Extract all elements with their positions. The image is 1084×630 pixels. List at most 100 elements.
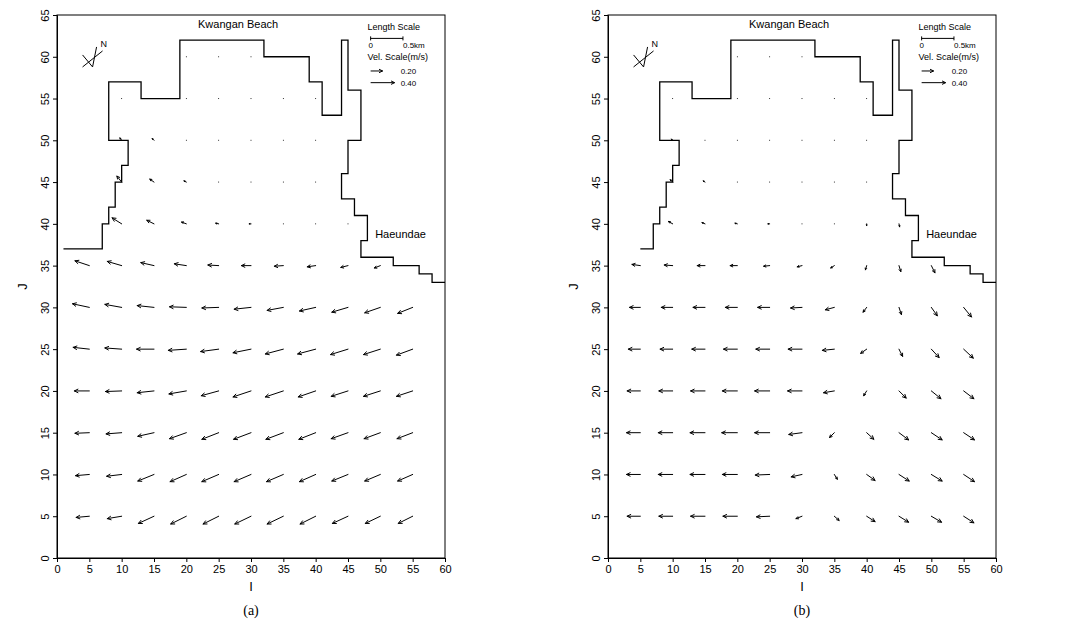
x-axis: 051015202530354045505560 [54, 558, 451, 575]
y-tick-mark [53, 516, 57, 517]
velocity-vector [630, 306, 641, 309]
x-tick: 5 [87, 558, 93, 575]
velocity-vector [659, 514, 673, 517]
y-tick-mark [604, 99, 608, 100]
velocity-vector [722, 431, 738, 434]
x-tick-label: 45 [342, 563, 354, 575]
x-tick-label: 55 [407, 563, 419, 575]
velocity-vector [834, 516, 839, 520]
velocity-vector [396, 349, 412, 355]
velocity-vector [201, 391, 218, 397]
y-tick-mark [53, 474, 57, 475]
length-scale-title: Length Scale [918, 22, 971, 32]
x-tick-label: 40 [861, 563, 873, 575]
velocity-vector [186, 98, 187, 99]
velocity-vector [899, 266, 901, 272]
x-tick: 25 [213, 558, 225, 575]
velocity-vector [251, 98, 252, 99]
x-tick-label: 55 [958, 563, 970, 575]
y-tick-label: 25 [590, 344, 602, 356]
velocity-vector [691, 514, 705, 517]
velocity-vector [331, 433, 348, 439]
y-tick-label: 40 [39, 218, 51, 230]
velocity-vector [234, 433, 251, 440]
x-tick-mark [122, 558, 123, 562]
velocity-vector [791, 306, 802, 309]
y-tick-label: 55 [39, 93, 51, 105]
y-tick-mark [53, 57, 57, 58]
y-tick-mark [53, 99, 57, 100]
velocity-vector [658, 473, 672, 476]
y-tick-label: 60 [39, 51, 51, 63]
velocity-scale-arrow [922, 81, 946, 84]
velocity-vector [274, 264, 283, 267]
velocity-vector [233, 349, 251, 354]
x-tick-mark [186, 558, 187, 562]
y-axis: 05101520253035404550556065 [39, 9, 58, 561]
velocity-vector [769, 98, 770, 99]
velocity-vector [332, 516, 348, 523]
x-tick-mark [348, 558, 349, 562]
velocity-vector [251, 140, 252, 141]
velocity-scale-label: 0.40 [952, 79, 968, 88]
x-tick-mark [89, 558, 90, 562]
velocity-scale-label: 0.20 [952, 67, 968, 76]
panel-label: (b) [794, 603, 811, 619]
velocity-vector [147, 220, 154, 224]
y-tick-mark [604, 516, 608, 517]
velocity-vector [730, 264, 737, 267]
velocity-vector [931, 307, 937, 315]
velocity-vector [834, 98, 835, 99]
velocity-scale-title: Vel. Scale(m/s) [367, 52, 428, 62]
length-scale-label: 0.5km [954, 41, 976, 50]
y-tick-mark [604, 307, 608, 308]
velocity-vector [233, 391, 251, 398]
y-tick: 50 [39, 135, 57, 147]
velocity-vector [796, 516, 802, 519]
y-tick: 0 [39, 555, 57, 561]
velocity-vector [267, 474, 284, 481]
velocity-vector [768, 223, 770, 225]
y-tick: 35 [590, 260, 608, 272]
velocity-vector [170, 305, 187, 308]
velocity-vector [737, 140, 738, 141]
velocity-vector [867, 433, 874, 440]
velocity-vector [834, 474, 837, 479]
velocity-vector [332, 474, 348, 481]
y-tick-mark [53, 349, 57, 350]
velocity-vector [830, 433, 835, 438]
velocity-vector [737, 98, 738, 99]
y-tick-mark [604, 140, 608, 141]
velocity-vector [735, 223, 737, 225]
x-tick: 60 [990, 558, 1002, 575]
velocity-vector [300, 516, 316, 524]
y-tick-label: 10 [590, 469, 602, 481]
x-tick-mark [316, 558, 317, 562]
y-tick-mark [53, 433, 57, 434]
velocity-vector [690, 473, 705, 476]
velocity-vector [398, 474, 413, 481]
velocity-vector [298, 391, 315, 397]
velocity-vector [267, 307, 283, 311]
velocity-vector [218, 98, 219, 99]
velocity-vector [315, 223, 316, 224]
velocity-vector [797, 266, 802, 268]
velocity-vector [769, 56, 770, 57]
velocity-vector [670, 180, 672, 182]
velocity-vector [802, 98, 803, 99]
x-tick-label: 10 [116, 563, 128, 575]
velocity-vector [201, 349, 219, 353]
velocity-vector [396, 391, 412, 397]
coastline [63, 40, 445, 282]
y-tick-mark [53, 224, 57, 225]
velocity-vector [861, 349, 867, 353]
x-tick: 15 [148, 558, 160, 575]
velocity-vector [659, 389, 673, 392]
velocity-vector [865, 266, 866, 270]
velocity-vector [737, 56, 738, 57]
figure: 0510152025303540455055600510152025303540… [0, 0, 1084, 630]
velocity-vector [864, 391, 867, 396]
velocity-vector [299, 433, 316, 440]
velocity-vector [627, 389, 640, 392]
y-tick-mark [604, 15, 608, 16]
